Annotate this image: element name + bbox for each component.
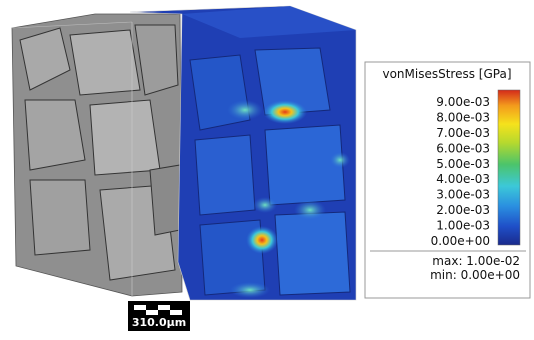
legend-tick-label: 2.00e-03 xyxy=(436,203,490,217)
legend-min: min: 0.00e+00 xyxy=(430,268,520,282)
legend-max: max: 1.00e-02 xyxy=(432,254,520,268)
scale-bar: 310.0µm xyxy=(128,301,190,331)
legend-title: vonMisesStress [GPa] xyxy=(382,67,511,81)
legend-tick-label: 5.00e-03 xyxy=(436,157,490,171)
legend-tick-label: 8.00e-03 xyxy=(436,110,490,124)
screenshot: 310.0µm vonMisesStress [GPa] max: 1.00e-… xyxy=(0,0,534,340)
legend-tick-label: 7.00e-03 xyxy=(436,126,490,140)
legend-tick-label: 4.00e-03 xyxy=(436,172,490,186)
legend-tick-label: 0.00e+00 xyxy=(431,234,490,248)
legend-tick-label: 6.00e-03 xyxy=(436,141,490,155)
legend-tick-label: 1.00e-03 xyxy=(436,219,490,233)
visualization: 310.0µm vonMisesStress [GPa] max: 1.00e-… xyxy=(0,0,534,340)
legend: vonMisesStress [GPa] max: 1.00e-02 min: … xyxy=(365,62,530,298)
color-bar xyxy=(498,90,520,245)
legend-tick-label: 3.00e-03 xyxy=(436,188,490,202)
legend-tick-label: 9.00e-03 xyxy=(436,95,490,109)
scale-bar-label: 310.0µm xyxy=(132,316,186,329)
grain-structure-grey xyxy=(12,14,182,296)
